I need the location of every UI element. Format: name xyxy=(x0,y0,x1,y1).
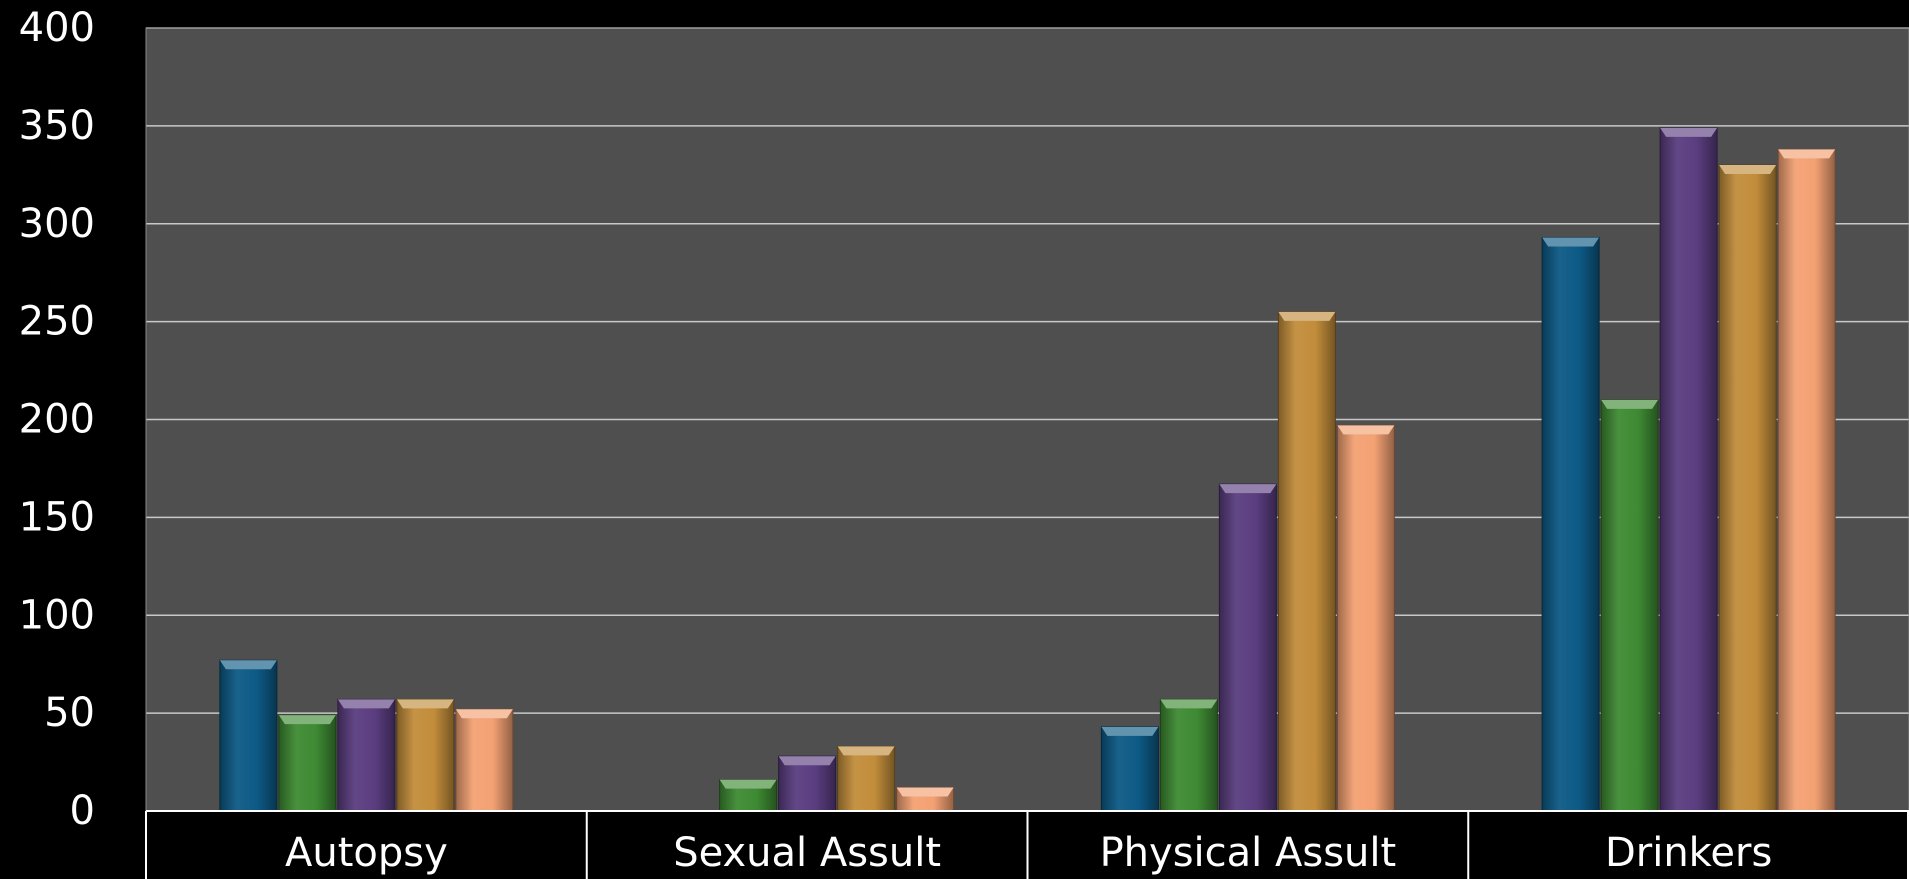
y-tick-label: 100 xyxy=(19,592,95,638)
bar-physical-assult-series-5 xyxy=(1336,424,1395,812)
y-tick-label: 350 xyxy=(19,103,95,149)
bar-autopsy-series-3 xyxy=(337,698,396,812)
bar-drinkers-series-3 xyxy=(1659,127,1718,812)
category-label: Sexual Assult xyxy=(673,830,941,876)
category-label: Physical Assult xyxy=(1100,830,1397,876)
category-axis: Autopsy Sexual Assult Physical Assult Drink… xyxy=(145,810,1909,879)
y-tick-label: 300 xyxy=(19,201,95,247)
y-axis-tick-labels: 0 50 100 150 200 250 300 350 400 xyxy=(19,5,95,834)
y-tick-label: 250 xyxy=(19,299,95,345)
bar-physical-assult-series-2 xyxy=(1159,698,1218,812)
y-tick-label: 200 xyxy=(19,397,95,443)
bar-physical-assult-series-1 xyxy=(1100,726,1159,812)
bar-autopsy-series-2 xyxy=(278,714,337,812)
bar-autopsy-series-1 xyxy=(219,659,278,812)
bar-physical-assult-series-3 xyxy=(1218,483,1277,812)
y-tick-label: 50 xyxy=(44,690,95,736)
bar-sexual-assult-series-3 xyxy=(778,755,837,812)
bar-drinkers-series-2 xyxy=(1600,399,1659,812)
bar-sexual-assult-series-4 xyxy=(837,745,896,812)
bars xyxy=(219,127,1836,812)
y-tick-label: 400 xyxy=(19,5,95,51)
bar-sexual-assult-series-5 xyxy=(896,787,955,812)
y-tick-label: 150 xyxy=(19,494,95,540)
category-label: Autopsy xyxy=(285,830,448,876)
bar-sexual-assult-series-2 xyxy=(719,779,778,812)
bar-drinkers-series-1 xyxy=(1541,236,1600,812)
y-tick-label: 0 xyxy=(70,788,95,834)
bar-autopsy-series-5 xyxy=(455,708,514,812)
bar-drinkers-series-5 xyxy=(1777,148,1836,812)
bar-drinkers-series-4 xyxy=(1718,164,1777,812)
bar-autopsy-series-4 xyxy=(396,698,455,812)
category-label: Drinkers xyxy=(1605,830,1772,876)
bar-physical-assult-series-4 xyxy=(1277,311,1336,812)
